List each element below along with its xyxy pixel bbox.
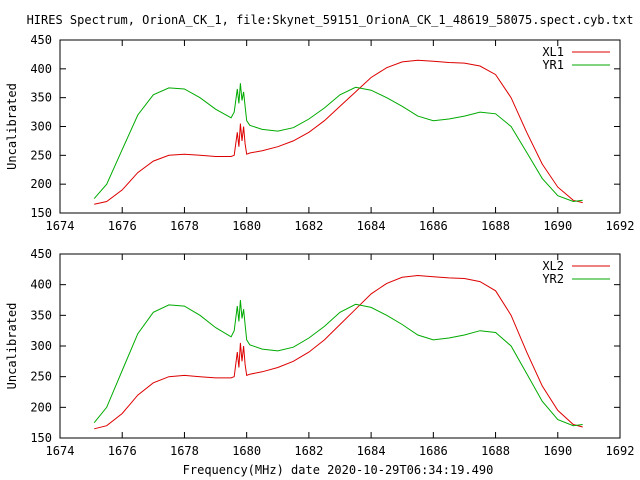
legend-label: XL2 bbox=[542, 259, 564, 273]
x-tick-label: 1680 bbox=[232, 219, 261, 233]
legend-label: XL1 bbox=[542, 45, 564, 59]
y-tick-label: 350 bbox=[30, 91, 52, 105]
y-tick-label: 450 bbox=[30, 247, 52, 261]
x-tick-label: 1674 bbox=[46, 219, 75, 233]
chart-title: HIRES Spectrum, OrionA_CK_1, file:Skynet… bbox=[27, 13, 634, 27]
x-tick-label: 1680 bbox=[232, 444, 261, 458]
x-tick-label: 1674 bbox=[46, 444, 75, 458]
x-tick-label: 1692 bbox=[606, 444, 635, 458]
series-line-xl2 bbox=[94, 274, 583, 430]
y-tick-label: 400 bbox=[30, 62, 52, 76]
y-tick-label: 200 bbox=[30, 400, 52, 414]
x-axis-label: Frequency(MHz) date 2020-10-29T06:34:19.… bbox=[183, 463, 494, 477]
y-tick-label: 450 bbox=[30, 33, 52, 47]
y-tick-label: 200 bbox=[30, 177, 52, 191]
plot-frame bbox=[59, 253, 621, 439]
x-tick-label: 1678 bbox=[170, 444, 199, 458]
x-tick-label: 1682 bbox=[294, 219, 323, 233]
y-axis-label: Uncalibrated bbox=[5, 303, 19, 390]
x-tick-label: 1678 bbox=[170, 219, 199, 233]
x-tick-label: 1676 bbox=[108, 444, 137, 458]
y-axis-label: Uncalibrated bbox=[5, 83, 19, 170]
plot-frame bbox=[59, 39, 621, 214]
y-tick-label: 250 bbox=[30, 148, 52, 162]
legend-label: YR2 bbox=[542, 272, 564, 286]
x-tick-label: 1688 bbox=[481, 219, 510, 233]
legend-label: YR1 bbox=[542, 58, 564, 72]
y-tick-label: 400 bbox=[30, 278, 52, 292]
panel-2: 1674 1676 1678 1680 1682 1684 1686 1688 1690 1692… bbox=[5, 247, 634, 458]
y-tick-label: 150 bbox=[30, 431, 52, 445]
x-tick-label: 1688 bbox=[481, 444, 510, 458]
y-tick-label: 250 bbox=[30, 370, 52, 384]
x-tick-label: 1692 bbox=[606, 219, 635, 233]
panels: 1674 1676 1678 1680 1682 1684 1686 1688 1690 1692… bbox=[5, 33, 634, 458]
series-line-yr1 bbox=[93, 83, 583, 203]
series-line-yr2 bbox=[93, 299, 583, 427]
x-tick-label: 1676 bbox=[108, 219, 137, 233]
x-tick-label: 1690 bbox=[543, 219, 572, 233]
panel-1: 1674 1676 1678 1680 1682 1684 1686 1688 1690 1692… bbox=[5, 33, 634, 233]
y-tick-label: 300 bbox=[30, 120, 52, 134]
series-line-xl1 bbox=[94, 59, 583, 205]
x-tick-label: 1684 bbox=[357, 444, 386, 458]
x-tick-label: 1686 bbox=[419, 219, 448, 233]
y-tick-label: 150 bbox=[30, 206, 52, 220]
x-tick-label: 1684 bbox=[357, 219, 386, 233]
x-tick-label: 1686 bbox=[419, 444, 448, 458]
x-tick-label: 1690 bbox=[543, 444, 572, 458]
x-tick-label: 1682 bbox=[294, 444, 323, 458]
y-tick-label: 350 bbox=[30, 308, 52, 322]
y-tick-label: 300 bbox=[30, 339, 52, 353]
